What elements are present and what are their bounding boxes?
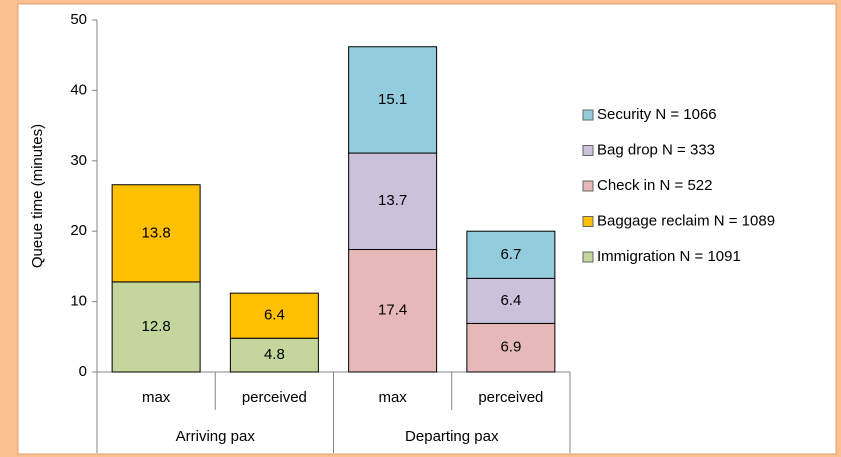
bar-segment (348, 152, 438, 251)
legend-swatch (582, 216, 594, 227)
x-tick-label: perceived (478, 389, 543, 406)
x-tick-label: max (378, 389, 407, 406)
data-label: 15.1 (378, 91, 407, 108)
data-label: 6.4 (264, 307, 285, 324)
legend-swatch (582, 251, 594, 263)
legend-label: Immigration N = 1091 (597, 248, 741, 265)
group-label: Arriving pax (176, 428, 256, 445)
bar-segment (348, 249, 438, 373)
legend-label: Baggage reclaim N = 1089 (597, 212, 775, 229)
data-label: 6.4 (500, 292, 521, 309)
legend-swatch (582, 180, 594, 192)
bar-segment (229, 292, 319, 339)
bar-segment (466, 322, 556, 373)
x-tick-label: max (142, 389, 171, 406)
data-label: 12.8 (142, 318, 171, 335)
legend-label: Check in N = 522 (597, 177, 712, 194)
data-label: 6.9 (500, 339, 521, 356)
bar-segment (111, 281, 201, 373)
y-tick-label: 0 (79, 363, 87, 380)
data-label: 13.7 (378, 192, 407, 209)
legend-swatch (582, 109, 594, 121)
y-tick-label: 20 (70, 222, 87, 239)
y-tick-label: 10 (70, 293, 87, 310)
data-label: 4.8 (264, 346, 285, 363)
y-tick-label: 40 (70, 81, 87, 98)
y-tick-label: 30 (70, 152, 87, 169)
group-label: Departing pax (405, 428, 499, 445)
bar-segment (111, 184, 201, 283)
x-tick-label: perceived (242, 389, 307, 406)
legend-swatch (582, 145, 594, 156)
bar-segment (348, 46, 438, 154)
bar-segment (466, 230, 556, 279)
y-tick-label: 50 (70, 11, 87, 28)
data-label: 13.8 (142, 224, 171, 241)
data-label: 17.4 (378, 302, 407, 319)
y-axis-label: Queue time (minutes) (29, 124, 46, 268)
legend-label: Bag drop N = 333 (597, 141, 715, 158)
data-label: 6.7 (500, 246, 521, 263)
legend-label: Security N = 1066 (597, 106, 717, 123)
